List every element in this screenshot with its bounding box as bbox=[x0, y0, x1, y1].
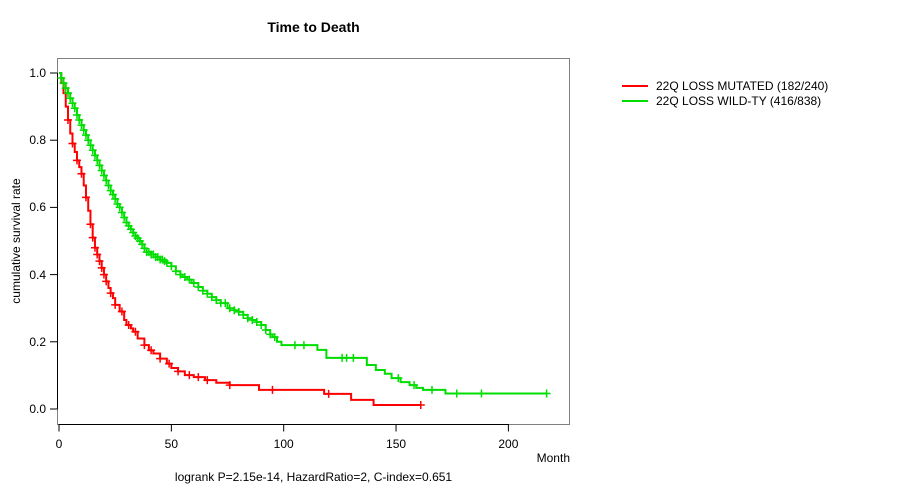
legend-item-wildtype: 22Q LOSS WILD-TY (416/838) bbox=[622, 93, 828, 108]
legend-line-green bbox=[622, 99, 648, 102]
x-tick-label: 150 bbox=[386, 437, 407, 451]
legend-label-mutated: 22Q LOSS MUTATED (182/240) bbox=[656, 78, 829, 93]
censor-marks-mutated bbox=[63, 116, 425, 409]
x-tick-label: 0 bbox=[55, 437, 63, 451]
y-tick-label: 0.6 bbox=[29, 200, 46, 215]
stats-annotation: logrank P=2.15e-14, HazardRatio=2, C-ind… bbox=[174, 470, 453, 484]
y-tick-label: 0.0 bbox=[29, 402, 46, 416]
y-tick-label: 0.4 bbox=[29, 267, 46, 282]
legend-line-red bbox=[622, 84, 648, 87]
legend-item-mutated: 22Q LOSS MUTATED (182/240) bbox=[622, 78, 828, 93]
x-tick-label: 200 bbox=[498, 437, 519, 451]
survival-curve-mutated bbox=[59, 72, 421, 406]
plot-box bbox=[57, 58, 570, 425]
x-axis-label: Month bbox=[536, 451, 570, 465]
censor-marks-wildtype bbox=[57, 74, 551, 398]
legend-label-wildtype: 22Q LOSS WILD-TY (416/838) bbox=[656, 93, 822, 108]
plot-title: Time to Death bbox=[267, 19, 360, 35]
x-tick-label: 50 bbox=[164, 437, 179, 451]
y-axis-label: cumulative survival rate bbox=[9, 178, 23, 304]
legend: 22Q LOSS MUTATED (182/240) 22Q LOSS WILD… bbox=[622, 78, 828, 108]
x-tick-label: 100 bbox=[273, 437, 294, 451]
y-tick-label: 0.2 bbox=[29, 334, 46, 349]
y-tick-label: 1.0 bbox=[29, 66, 46, 80]
y-tick-label: 0.8 bbox=[29, 133, 46, 148]
